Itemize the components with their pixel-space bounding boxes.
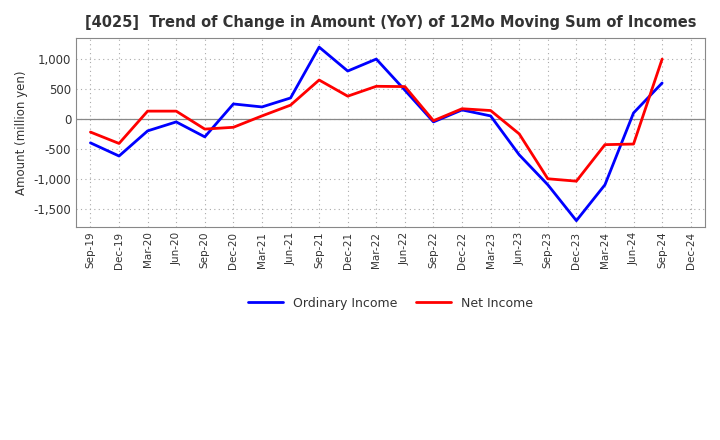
Ordinary Income — [600, 182, 609, 187]
Net Income — [343, 94, 352, 99]
Ordinary Income — [229, 101, 238, 106]
Net Income — [458, 106, 467, 111]
Ordinary Income — [114, 154, 123, 159]
Ordinary Income — [343, 68, 352, 73]
Ordinary Income — [172, 119, 181, 125]
Net Income — [400, 84, 409, 89]
Ordinary Income — [86, 140, 95, 146]
Net Income — [429, 118, 438, 123]
Net Income — [287, 103, 295, 108]
Net Income — [600, 142, 609, 147]
Net Income — [486, 108, 495, 113]
Net Income — [143, 109, 152, 114]
Ordinary Income — [515, 152, 523, 158]
Ordinary Income — [400, 88, 409, 93]
Net Income — [86, 129, 95, 135]
Ordinary Income — [544, 182, 552, 187]
Net Income — [572, 179, 581, 184]
Ordinary Income — [629, 110, 638, 116]
Net Income — [515, 131, 523, 136]
Legend: Ordinary Income, Net Income: Ordinary Income, Net Income — [243, 292, 538, 315]
Net Income — [258, 113, 266, 118]
Ordinary Income — [458, 107, 467, 113]
Ordinary Income — [258, 104, 266, 110]
Y-axis label: Amount (million yen): Amount (million yen) — [15, 70, 28, 194]
Net Income — [544, 176, 552, 181]
Line: Net Income: Net Income — [91, 59, 662, 181]
Net Income — [658, 56, 667, 62]
Ordinary Income — [572, 218, 581, 224]
Net Income — [200, 126, 209, 132]
Net Income — [172, 109, 181, 114]
Ordinary Income — [287, 95, 295, 101]
Ordinary Income — [429, 119, 438, 125]
Line: Ordinary Income: Ordinary Income — [91, 47, 662, 221]
Net Income — [114, 141, 123, 146]
Ordinary Income — [315, 44, 323, 50]
Ordinary Income — [372, 56, 381, 62]
Net Income — [315, 77, 323, 83]
Net Income — [372, 84, 381, 89]
Ordinary Income — [658, 81, 667, 86]
Ordinary Income — [143, 128, 152, 133]
Net Income — [229, 125, 238, 130]
Net Income — [629, 141, 638, 147]
Ordinary Income — [486, 113, 495, 118]
Ordinary Income — [200, 134, 209, 139]
Title: [4025]  Trend of Change in Amount (YoY) of 12Mo Moving Sum of Incomes: [4025] Trend of Change in Amount (YoY) o… — [85, 15, 696, 30]
